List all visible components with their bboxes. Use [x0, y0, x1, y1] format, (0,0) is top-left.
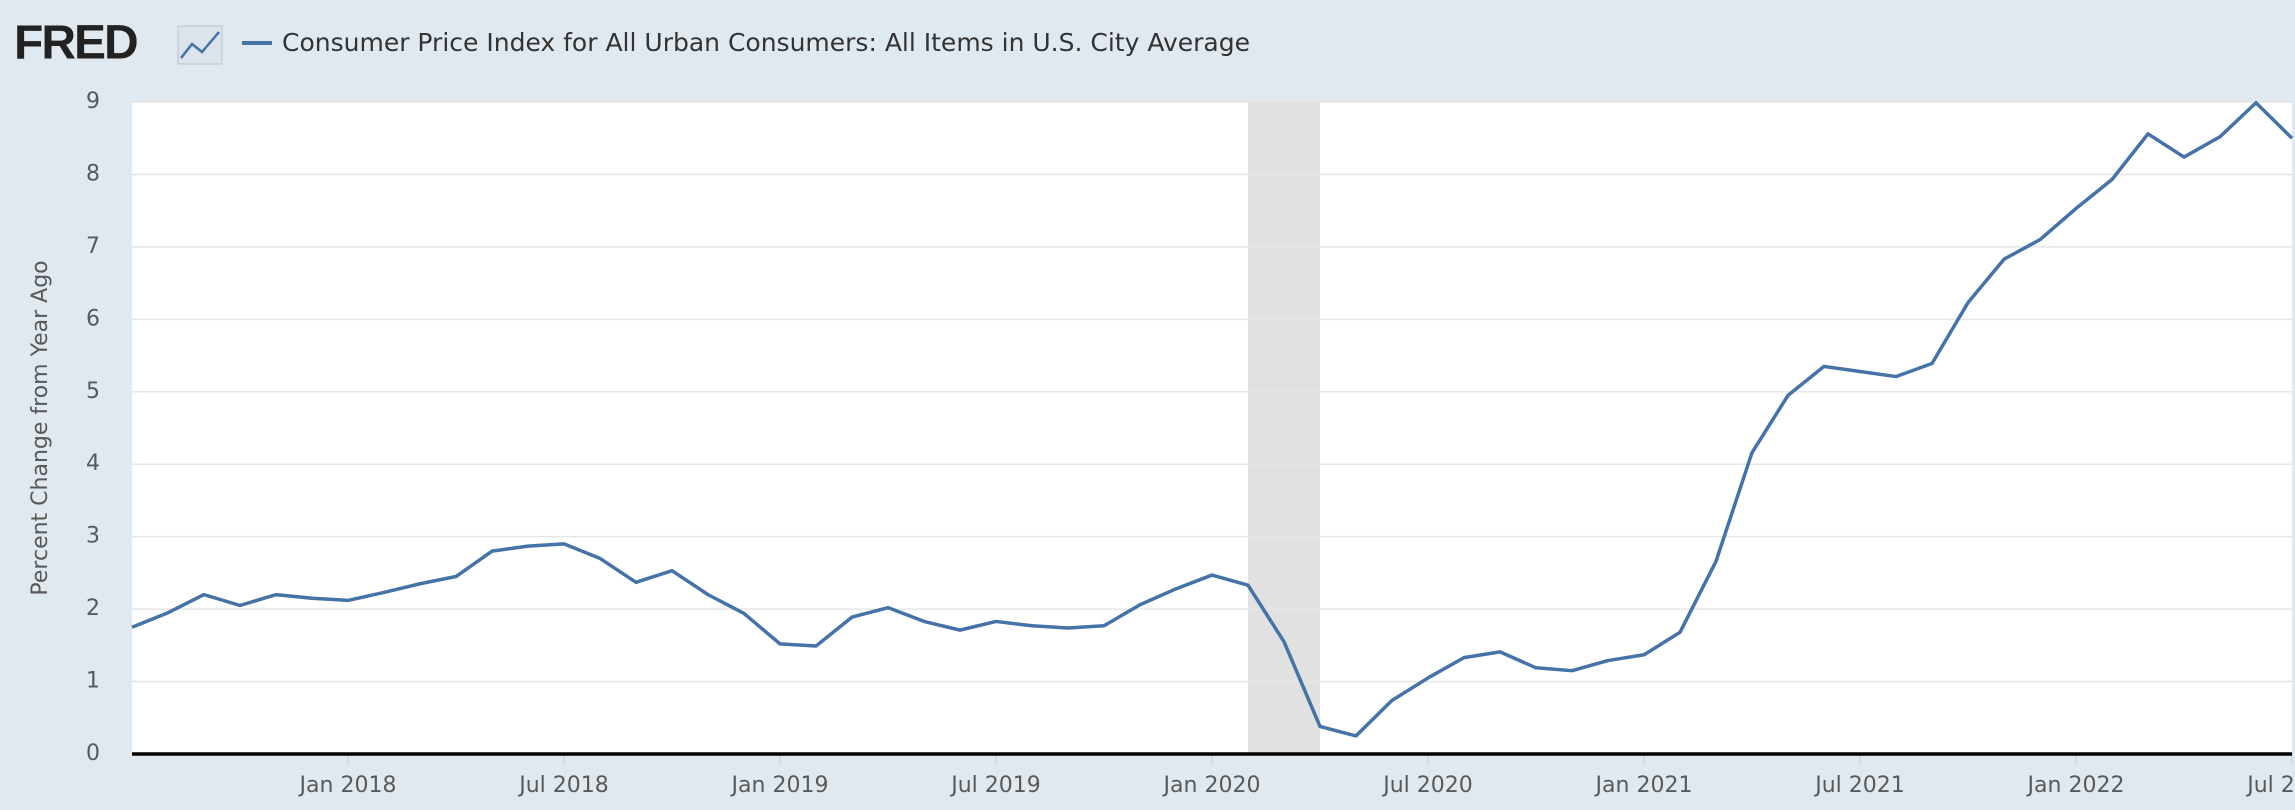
x-tick-label: Jul 2021	[1813, 773, 1905, 798]
legend-label: Consumer Price Index for All Urban Consu…	[282, 28, 1250, 57]
y-tick-label: 9	[86, 89, 100, 114]
brand-icon	[177, 25, 223, 65]
y-tick-label: 7	[86, 234, 100, 259]
y-tick-label: 3	[86, 524, 100, 549]
x-tick-label: Jul 2020	[1381, 773, 1473, 798]
y-tick-label: 0	[86, 741, 100, 766]
series-line	[131, 100, 2294, 738]
y-tick-label: 4	[86, 451, 100, 476]
y-tick-label: 6	[86, 306, 100, 331]
x-tick-label: Jul 2022	[2245, 773, 2295, 798]
x-tick-label: Jan 2020	[1162, 773, 1261, 798]
x-tick-label: Jan 2019	[730, 773, 829, 798]
x-tick-label: Jan 2022	[2026, 773, 2125, 798]
y-tick-label: 8	[86, 161, 100, 186]
y-tick-label: 1	[86, 669, 100, 694]
x-tick-label: Jan 2021	[1594, 773, 1693, 798]
x-tick-label: Jul 2019	[949, 773, 1041, 798]
y-tick-label: 5	[86, 379, 100, 404]
x-tick-label: Jan 2018	[298, 773, 397, 798]
y-axis-label: Percent Change from Year Ago	[28, 260, 53, 595]
y-tick-label: 2	[86, 596, 100, 621]
x-tick-label: Jul 2018	[517, 773, 609, 798]
plot-area	[132, 102, 2292, 754]
brand: FRED	[14, 17, 137, 70]
recession-shade	[1248, 102, 1320, 754]
